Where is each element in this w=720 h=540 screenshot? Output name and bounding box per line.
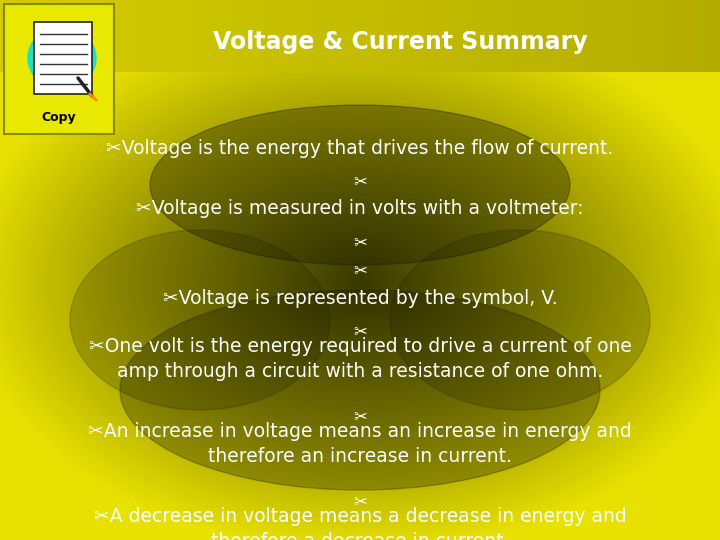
Text: ✂: ✂ xyxy=(353,172,367,190)
Text: Voltage & Current Summary: Voltage & Current Summary xyxy=(212,30,588,54)
Text: ✂: ✂ xyxy=(353,407,367,425)
Text: ✂An increase in voltage means an increase in energy and
therefore an increase in: ✂An increase in voltage means an increas… xyxy=(88,422,632,465)
Text: ✂Voltage is measured in volts with a voltmeter:: ✂Voltage is measured in volts with a vol… xyxy=(136,199,584,219)
Text: Copy: Copy xyxy=(42,111,76,125)
Text: ✂Voltage is the energy that drives the flow of current.: ✂Voltage is the energy that drives the f… xyxy=(107,138,613,158)
Text: ✂: ✂ xyxy=(353,261,367,279)
Text: ✂One volt is the energy required to drive a current of one
amp through a circuit: ✂One volt is the energy required to driv… xyxy=(89,338,631,381)
FancyBboxPatch shape xyxy=(4,4,114,134)
Ellipse shape xyxy=(28,27,96,89)
Text: ✂: ✂ xyxy=(353,322,367,340)
FancyBboxPatch shape xyxy=(34,22,92,94)
Text: ✂A decrease in voltage means a decrease in energy and
therefore a decrease in cu: ✂A decrease in voltage means a decrease … xyxy=(94,508,626,540)
Ellipse shape xyxy=(390,230,650,410)
Ellipse shape xyxy=(120,290,600,490)
Ellipse shape xyxy=(150,105,570,265)
Text: ✂: ✂ xyxy=(353,492,367,510)
Text: ✂: ✂ xyxy=(353,233,367,251)
Ellipse shape xyxy=(70,230,330,410)
Text: ✂Voltage is represented by the symbol, V.: ✂Voltage is represented by the symbol, V… xyxy=(163,288,557,307)
